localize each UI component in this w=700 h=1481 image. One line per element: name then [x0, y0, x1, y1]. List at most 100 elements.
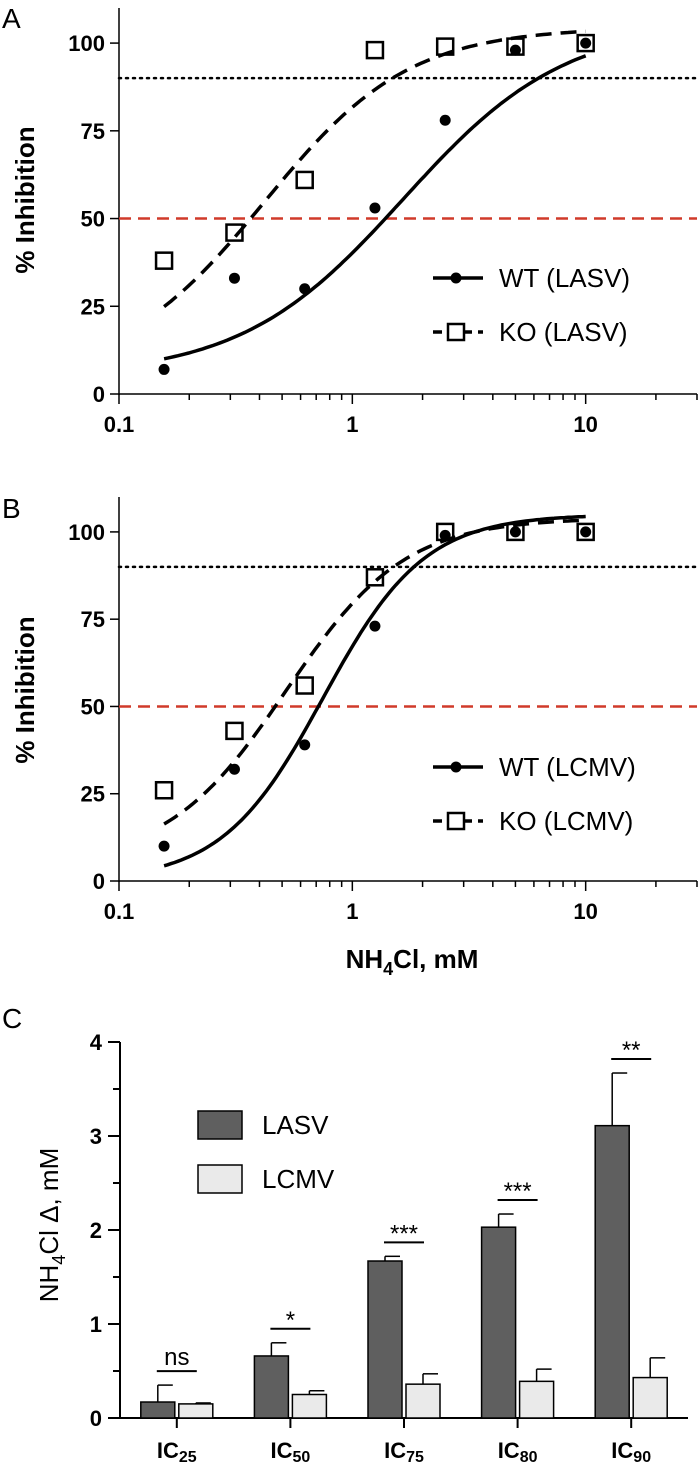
- category-label-base: IC: [157, 1438, 179, 1463]
- panel-b-ylabel: % Inhibition: [10, 616, 40, 763]
- panel-b-chart: B % Inhibition 0 25 50 75 100 0.1 1 10 WT (LCMV…: [2, 493, 699, 979]
- fit-curve-wt: [163, 514, 586, 868]
- panel-b-legend: WT (LCMV) KO (LCMV): [433, 752, 636, 836]
- panel-a-axes: 0 25 50 75 100 0.1 1 10: [68, 8, 698, 437]
- category-label: IC80: [498, 1438, 538, 1466]
- bar-lcmv: [291, 1393, 328, 1419]
- legend-c-lcmv-swatch: [197, 1164, 243, 1194]
- panel-a-plot: [117, 29, 699, 375]
- category-label-sub: 75: [406, 1449, 424, 1466]
- legend-c-lasv-swatch: [197, 1110, 243, 1140]
- data-point-ko: [435, 522, 455, 542]
- data-point-ko: [295, 676, 314, 695]
- y-tick-label: 75: [81, 607, 105, 632]
- data-point-wt: [299, 283, 311, 295]
- data-point-wt: [228, 272, 240, 284]
- y-tick-label: 0: [93, 382, 105, 407]
- bar-lasv: [594, 1124, 630, 1419]
- data-point-wt: [158, 363, 170, 375]
- y-tick-label: 3: [90, 1124, 102, 1149]
- y-tick-label: 25: [81, 294, 105, 319]
- data-point-wt: [439, 529, 451, 541]
- bar-lasv: [480, 1226, 517, 1419]
- y-tick-label: 75: [81, 119, 105, 144]
- data-point-wt: [580, 526, 592, 538]
- significance-label: *: [286, 1307, 295, 1334]
- legend-a-wt-marker: [450, 272, 462, 284]
- y-tick-label: 1: [90, 1312, 102, 1337]
- data-point-ko: [506, 522, 525, 542]
- legend-c-lcmv-label: LCMV: [262, 1164, 335, 1194]
- y-tick-label: 25: [81, 782, 105, 807]
- data-point-wt: [509, 44, 521, 56]
- legend-a-wt-label: WT (LASV): [499, 263, 630, 293]
- fit-curve-ko: [163, 518, 586, 826]
- category-label-sub: 50: [293, 1449, 311, 1466]
- bar-lcmv: [178, 1403, 214, 1419]
- data-point-wt: [580, 37, 592, 49]
- data-point-wt: [509, 526, 521, 538]
- significance-label: **: [622, 1037, 641, 1064]
- data-point-wt: [369, 620, 381, 632]
- data-point-ko: [225, 721, 244, 741]
- significance-label: ***: [390, 1220, 418, 1247]
- panel-c-legend: LASV LCMV: [197, 1110, 335, 1194]
- y-tick-label: 0: [90, 1406, 102, 1431]
- data-point-ko: [506, 37, 525, 56]
- legend-a-ko-label: KO (LASV): [499, 317, 628, 347]
- panel-a-ylabel: % Inhibition: [10, 126, 40, 273]
- panel-b-xlabel: NH4Cl, mM: [346, 944, 479, 979]
- bar-lcmv: [632, 1376, 668, 1419]
- significance-label: ***: [504, 1178, 532, 1205]
- bar-lcmv: [518, 1380, 555, 1419]
- bar-lcmv: [405, 1383, 441, 1419]
- category-label-base: IC: [384, 1438, 406, 1463]
- y-tick-label: 50: [81, 694, 105, 719]
- category-label: IC50: [271, 1438, 311, 1466]
- y-tick-label: 100: [68, 31, 105, 56]
- category-label-base: IC: [498, 1438, 520, 1463]
- legend-b-ko-marker: [446, 811, 466, 831]
- y-tick-label: 100: [68, 520, 105, 545]
- fit-curve-wt: [163, 54, 587, 361]
- legend-a-ko-marker: [446, 322, 466, 342]
- legend-b-wt-label: WT (LCMV): [499, 752, 636, 782]
- bar-lasv: [367, 1260, 403, 1419]
- y-tick-label: 50: [81, 207, 105, 232]
- category-label-sub: 80: [520, 1449, 538, 1466]
- data-point-ko: [435, 37, 455, 56]
- data-point-ko: [576, 33, 595, 53]
- data-point-ko: [154, 251, 174, 270]
- panel-b-letter: B: [2, 493, 21, 524]
- category-label-base: IC: [271, 1438, 293, 1463]
- x-tick-label: 10: [573, 899, 597, 924]
- data-point-wt: [439, 114, 451, 126]
- category-label-sub: 25: [179, 1449, 197, 1466]
- x-tick-label: 10: [573, 412, 597, 437]
- x-tick-label: 1: [346, 412, 358, 437]
- data-point-ko: [576, 522, 595, 542]
- category-label: IC75: [384, 1438, 424, 1466]
- legend-c-lasv-label: LASV: [262, 1110, 329, 1140]
- data-point-wt: [228, 763, 240, 775]
- data-point-ko: [295, 170, 314, 190]
- category-label: IC90: [611, 1438, 651, 1466]
- category-label-base: IC: [611, 1438, 633, 1463]
- category-label-sub: 90: [633, 1449, 651, 1466]
- y-tick-label: 4: [90, 1030, 103, 1055]
- x-tick-label: 0.1: [104, 412, 135, 437]
- data-point-ko: [225, 223, 244, 242]
- y-tick-label: 0: [93, 869, 105, 894]
- bar-lasv: [253, 1355, 290, 1419]
- panel-a-legend: WT (LASV) KO (LASV): [433, 263, 630, 347]
- panel-b-axes: 0 25 50 75 100 0.1 1 10: [68, 497, 698, 924]
- legend-b-ko-label: KO (LCMV): [499, 806, 633, 836]
- x-tick-label: 1: [346, 899, 358, 924]
- data-point-ko: [365, 568, 385, 587]
- category-label: IC25: [157, 1438, 197, 1466]
- panel-c-ylabel: NH4Cl Δ, mM: [34, 1148, 69, 1303]
- data-point-wt: [299, 739, 311, 751]
